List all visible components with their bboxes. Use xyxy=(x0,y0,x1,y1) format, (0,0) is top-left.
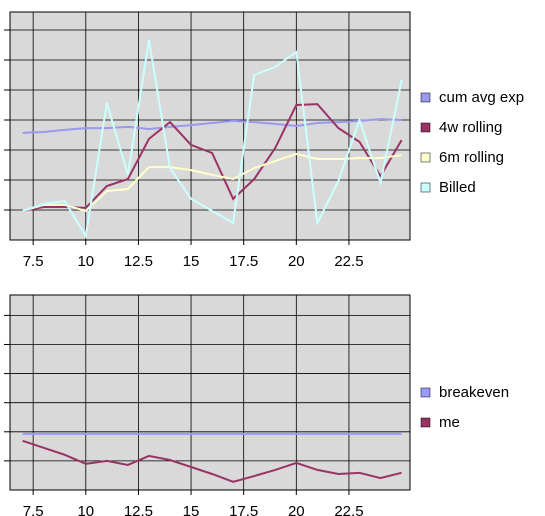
series-line xyxy=(22,439,402,483)
legend-label: 6m rolling xyxy=(439,149,504,166)
x-tick-label: 22.5 xyxy=(334,503,363,516)
x-tick-label: 17.5 xyxy=(229,253,258,270)
legend-label: cum avg exp xyxy=(439,89,524,106)
x-tick-label: 10 xyxy=(77,503,94,516)
x-tick-label: 10 xyxy=(77,253,94,270)
series-line xyxy=(22,39,403,239)
legend-swatch xyxy=(420,182,431,193)
legend-label: Billed xyxy=(439,179,476,196)
x-tick-label: 15 xyxy=(183,503,200,516)
plot-area xyxy=(9,11,411,241)
x-tick-label: 12.5 xyxy=(124,503,153,516)
x-tick-label: 15 xyxy=(183,253,200,270)
legend-swatch xyxy=(420,122,431,133)
x-tick-label: 17.5 xyxy=(229,503,258,516)
x-tick-label: 20 xyxy=(288,503,305,516)
plot-area xyxy=(9,294,411,491)
legend-label: 4w rolling xyxy=(439,119,502,136)
legend-label: breakeven xyxy=(439,384,509,401)
x-tick-label: 12.5 xyxy=(124,253,153,270)
x-tick-label: 7.5 xyxy=(23,253,44,270)
series-line xyxy=(22,118,402,134)
legend-swatch xyxy=(420,92,431,103)
legend-swatch xyxy=(420,387,431,398)
legend-label: me xyxy=(439,414,460,431)
x-tick-label: 20 xyxy=(288,253,305,270)
x-tick-label: 22.5 xyxy=(334,253,363,270)
series-line xyxy=(22,103,403,212)
x-tick-label: 7.5 xyxy=(23,503,44,516)
legend-swatch xyxy=(420,417,431,428)
series-line xyxy=(22,152,402,213)
legend-swatch xyxy=(420,152,431,163)
